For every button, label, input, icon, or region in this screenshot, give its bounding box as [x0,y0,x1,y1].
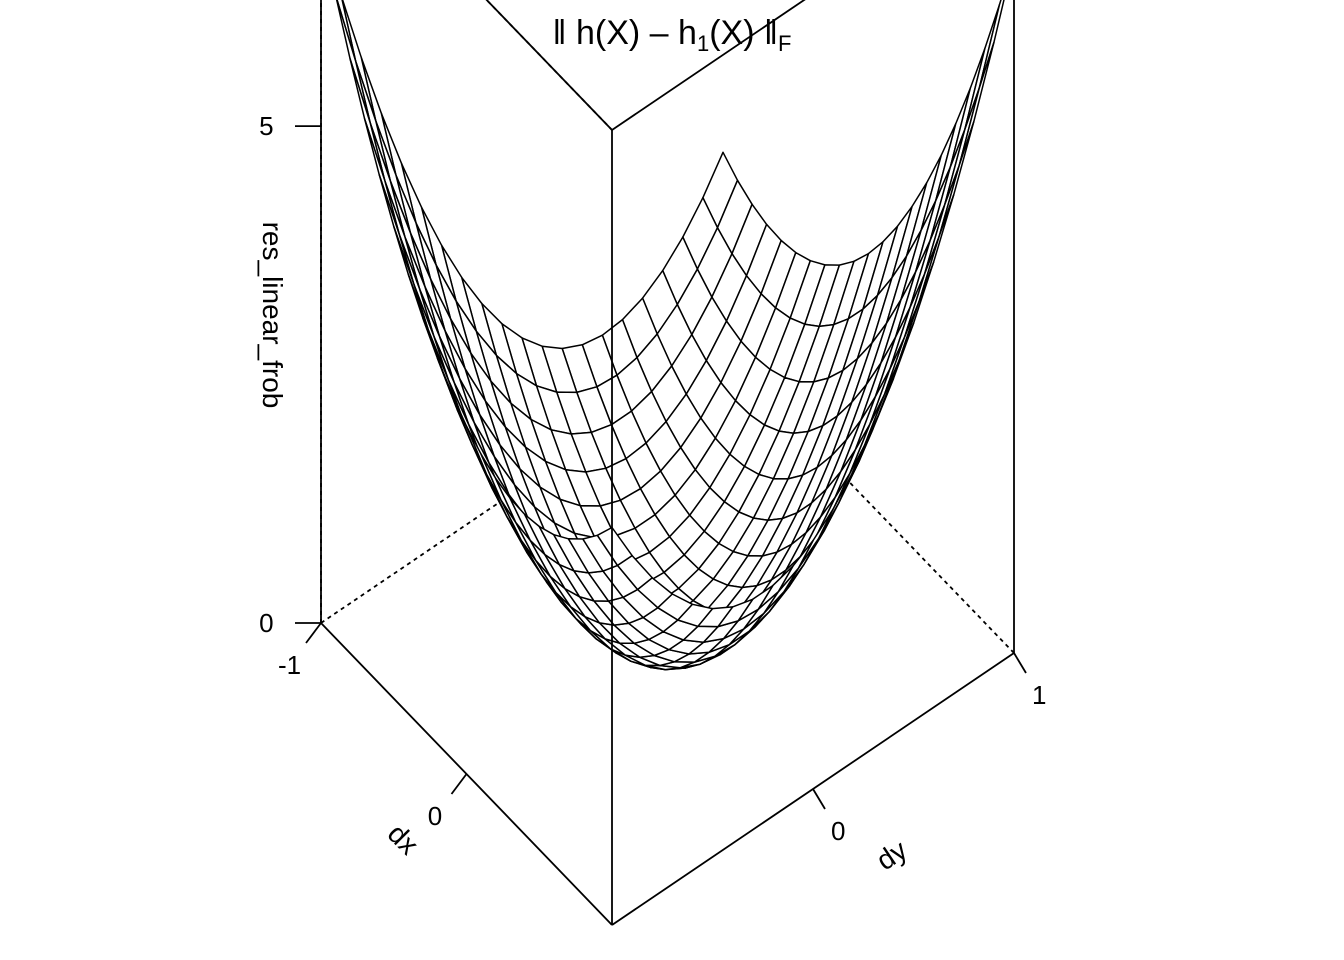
y-tick-label: 0 [831,816,845,846]
surface-mesh [335,0,1005,671]
title-subscript-f: F [778,31,792,56]
y-tick-label: 1 [1032,680,1046,710]
surface-facet [596,526,633,567]
chart-title: ǁ h(X) – h1(X) ǁF [0,14,1344,57]
y-tick-mark [1013,652,1027,674]
x-tick-label: -1 [278,650,301,680]
box-top-front-left [485,0,613,131]
z-tick-label: 5 [259,111,273,141]
title-middle: (X) ǁ [709,14,779,52]
x-axis-label: dx [382,818,425,861]
z-axis-label: res_linear_frob [257,222,288,409]
box-top-front-right [611,0,806,131]
box-bottom-back-right [722,350,1015,654]
axis-ticks: 05-10 01 [259,111,1046,846]
title-subscript-1: 1 [696,31,710,56]
title-main: ǁ h(X) – h [552,14,697,52]
surface-facet [949,47,986,168]
x-tick-mark [450,773,468,795]
y-axis-label: dy [871,834,913,876]
x-tick-label: 0 [428,801,442,831]
x-tick-mark [305,622,322,644]
z-tick-label: 0 [259,608,273,638]
y-tick-mark [812,788,826,810]
